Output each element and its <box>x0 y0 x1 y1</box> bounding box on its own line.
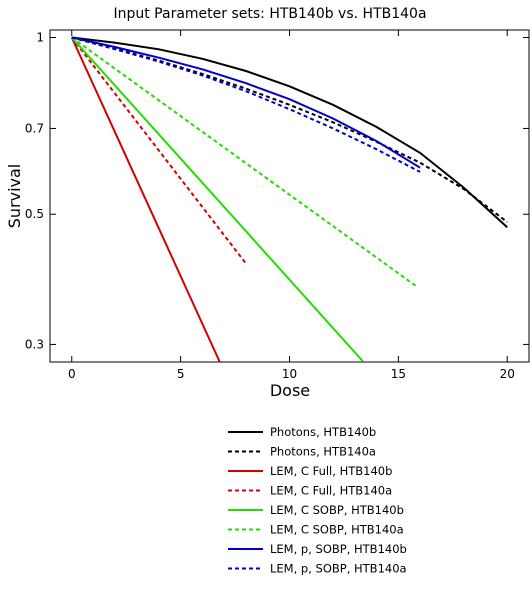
y-tick-label: 0.5 <box>25 207 44 221</box>
y-tick-label: 1 <box>36 31 44 45</box>
series-line-7 <box>71 36 421 169</box>
x-tick-label: 15 <box>391 367 406 381</box>
legend-label: LEM, p, SOBP, HTB140a <box>270 562 407 576</box>
legend-label: LEM, C Full, HTB140a <box>270 484 392 498</box>
y-axis-label: Survival <box>5 164 24 229</box>
series-line-1 <box>71 36 508 229</box>
chart-title: Input Parameter sets: HTB140b vs. HTB140… <box>113 6 426 22</box>
x-tick-label: 20 <box>500 367 515 381</box>
legend-label: LEM, p, SOBP, HTB140b <box>270 542 407 556</box>
legend-label: Photons, HTB140a <box>270 445 376 459</box>
series-line-3 <box>70 37 221 362</box>
y-tick-label: 0.3 <box>25 337 44 351</box>
series-line-6 <box>71 36 419 289</box>
legend-label: LEM, C Full, HTB140b <box>270 464 392 478</box>
plot-frame <box>49 29 530 363</box>
series-line-2 <box>71 36 508 223</box>
series-line-5 <box>71 36 365 362</box>
x-tick-label: 0 <box>68 367 76 381</box>
series-line-4 <box>71 36 247 265</box>
series-line-8 <box>71 36 421 173</box>
series-layer <box>70 36 508 362</box>
legend: Photons, HTB140b Photons, HTB140a LEM, C F… <box>228 425 407 576</box>
legend-label: LEM, C SOBP, HTB140a <box>270 523 404 537</box>
x-tick-label: 5 <box>177 367 185 381</box>
axes-layer: 0 5 10 15 20 1 0.7 0.5 0.3 <box>25 30 529 381</box>
x-tick-label: 10 <box>282 367 297 381</box>
x-axis-label: Dose <box>270 381 310 400</box>
legend-label: Photons, HTB140b <box>270 425 376 439</box>
legend-label: LEM, C SOBP, HTB140b <box>270 503 404 517</box>
y-tick-label: 0.7 <box>25 121 44 135</box>
